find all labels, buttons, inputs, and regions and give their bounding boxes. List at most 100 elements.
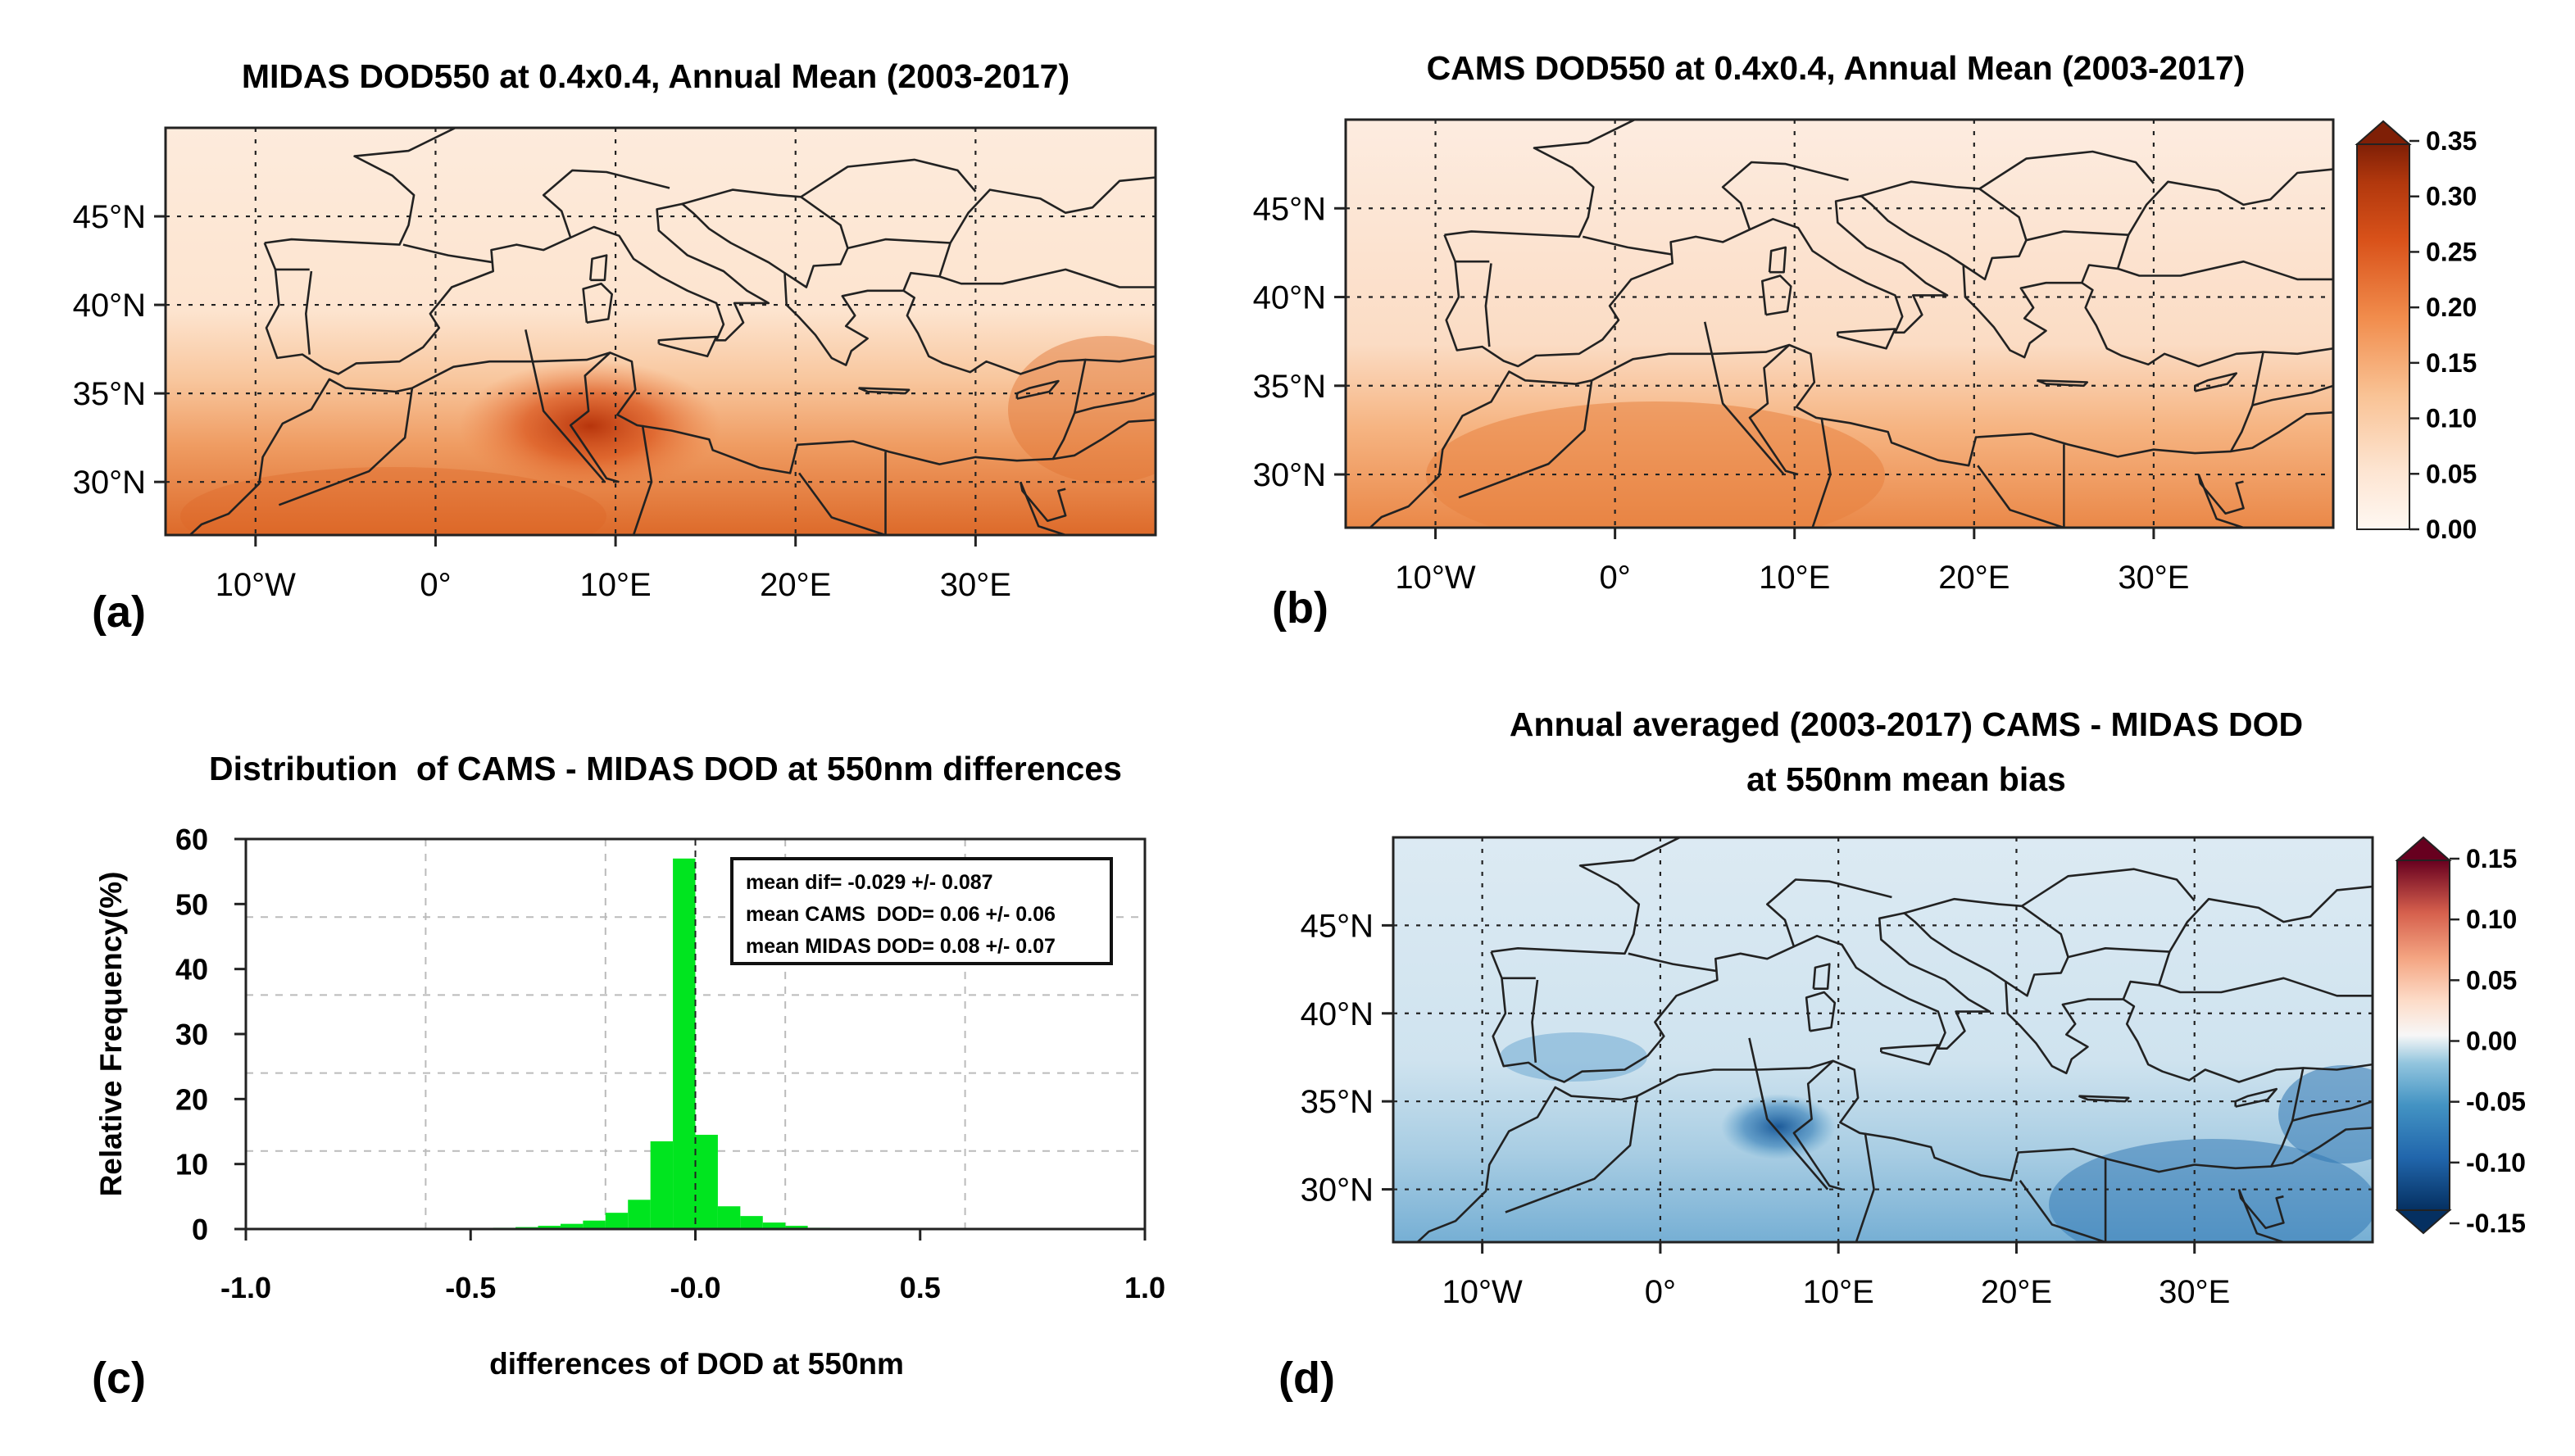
panel-b-label: (b) bbox=[1272, 583, 1328, 633]
panel-c-bar bbox=[673, 858, 696, 1229]
panel-b-coastline bbox=[1768, 246, 1787, 274]
panel-a-title: MIDAS DOD550 at 0.4x0.4, Annual Mean (20… bbox=[242, 57, 1070, 95]
panel-a-coastline bbox=[902, 271, 940, 292]
panel-d-title-line-1: Annual averaged (2003-2017) CAMS - MIDAS… bbox=[1510, 705, 2303, 743]
panel-d-coastlines bbox=[1415, 837, 2373, 1242]
panel-a-lat-label: 30°N bbox=[73, 465, 146, 501]
panel-b-coastline bbox=[1484, 263, 1492, 347]
panel-a-coastline bbox=[1020, 481, 1067, 522]
panel-d-coastline bbox=[1904, 897, 2069, 997]
panel-d-coastline bbox=[1491, 837, 1683, 955]
panel-d-colorbar-tick-label: -0.10 bbox=[2466, 1148, 2526, 1177]
panel-d-lat-labels: 45°N 40°N 35°N 30°N bbox=[1301, 908, 1393, 1209]
panel-b-coastline bbox=[1368, 194, 2264, 528]
panel-a-coastline bbox=[847, 238, 951, 250]
panel-a-sahara-band bbox=[180, 467, 606, 535]
panel-d-colorbar-tick-label: -0.05 bbox=[2466, 1087, 2526, 1117]
panel-a-lon-label: 10°E bbox=[580, 567, 652, 603]
panel-a-coastline bbox=[305, 270, 313, 355]
panel-b-graticule bbox=[1346, 120, 2333, 528]
panel-b-colorbar-tick-label: 0.15 bbox=[2426, 348, 2477, 378]
panel-b-frame bbox=[1344, 118, 2335, 529]
panel-a-coastline bbox=[542, 169, 670, 238]
panel-c-legend-box: mean dif= -0.029 +/- 0.087 mean CAMS DOD… bbox=[730, 857, 1113, 965]
panel-b-colorbar: 0.35 0.30 0.25 0.20 0.15 0.10 0.05 0.00 bbox=[2355, 120, 2477, 544]
panel-b-coastline bbox=[1978, 150, 2155, 190]
panel-c-x-ticks: -1.0 -0.5 -0.0 0.5 1.0 bbox=[220, 1229, 1165, 1304]
panel-b-coastline bbox=[2194, 372, 2237, 392]
panel-d-coastline bbox=[2019, 1180, 2106, 1242]
panel-d-lon-labels: 10°W 0° 10°E 20°E 30°E bbox=[1442, 1242, 2230, 1310]
panel-c-bar bbox=[650, 1141, 674, 1229]
panel-b-colorbar-tick-label: 0.25 bbox=[2426, 237, 2477, 266]
panel-b-coastline bbox=[1748, 344, 1799, 476]
panel-b-colorbar-tick-label: 0.30 bbox=[2426, 182, 2477, 211]
panel-b: CAMS DOD550 at 0.4x0.4, Annual Mean (200… bbox=[1253, 49, 2477, 633]
panel-c-bar bbox=[628, 1200, 651, 1229]
panel-d-lat-label: 30°N bbox=[1301, 1173, 1374, 1209]
panel-a-coastline bbox=[589, 254, 608, 282]
panel-d-colorbar-extend-bottom bbox=[2395, 1209, 2452, 1235]
panel-c-bar bbox=[583, 1220, 606, 1229]
panel-d-colorbar-tick-label: 0.00 bbox=[2466, 1027, 2517, 1056]
panel-d-colorbar-tick-label: -0.15 bbox=[2466, 1209, 2526, 1238]
panel-c-x-tick-label: -0.0 bbox=[670, 1271, 720, 1304]
panel-d-coastline bbox=[1805, 991, 1837, 1032]
panel-c-x-tick-label: 1.0 bbox=[1124, 1271, 1165, 1304]
panel-c-y-tick-label: 10 bbox=[175, 1148, 208, 1182]
panel-b-coastlines bbox=[1368, 120, 2333, 528]
panel-b-lat-label: 30°N bbox=[1253, 457, 1326, 493]
panel-d-graticule bbox=[1393, 837, 2373, 1242]
panel-a-coastline bbox=[278, 388, 414, 506]
panel-d-coastline bbox=[2234, 1087, 2278, 1108]
panel-d-frame bbox=[1392, 836, 2374, 1244]
panel-d-map bbox=[1393, 837, 2373, 1242]
panel-c-ylabel: Relative Frequency(%) bbox=[94, 872, 128, 1197]
panel-a: MIDAS DOD550 at 0.4x0.4, Annual Mean (20… bbox=[73, 57, 1157, 637]
panel-b-colorbar-extend bbox=[2355, 120, 2412, 145]
panel-b-coastline bbox=[2026, 230, 2129, 242]
panel-d-coastline bbox=[2078, 1095, 2130, 1103]
panel-b-colorbar-tick-label: 0.35 bbox=[2426, 126, 2477, 156]
panel-a-coastline bbox=[582, 282, 613, 324]
panel-a-coastline bbox=[858, 387, 911, 395]
panel-c-bar bbox=[695, 1134, 718, 1229]
panel-d-colorbar-tick-label: 0.15 bbox=[2466, 844, 2517, 873]
panel-b-coastline bbox=[2117, 260, 2333, 281]
panel-a-coastline bbox=[682, 188, 849, 288]
panel-b-coastline bbox=[1977, 465, 2064, 528]
panel-d-cool-spot-iberia bbox=[1500, 1032, 1647, 1082]
panel-a-coastline bbox=[938, 268, 1156, 288]
panel-b-coastline bbox=[2263, 347, 2333, 356]
panel-b-coastline bbox=[2252, 384, 2333, 406]
panel-c-legend-line-1: mean dif= -0.029 +/- 0.087 bbox=[746, 871, 993, 894]
panel-b-coastline bbox=[1721, 161, 1849, 230]
panel-c-x-tick-label: 0.5 bbox=[900, 1271, 941, 1304]
panel-a-coastline bbox=[657, 335, 718, 358]
panel-b-coastline bbox=[1458, 380, 1593, 499]
panel-c-legend-line-2: mean CAMS DOD= 0.06 +/- 0.06 bbox=[746, 903, 1056, 926]
panel-a-coastline bbox=[188, 202, 1087, 535]
panel-a-coastline bbox=[1074, 392, 1156, 415]
panel-c-bar bbox=[560, 1223, 584, 1229]
panel-a-lon-label: 20°E bbox=[760, 567, 831, 603]
panel-c-y-tick-label: 0 bbox=[192, 1213, 208, 1246]
panel-a-coastline bbox=[1085, 355, 1156, 363]
panel-a-lon-label: 10°W bbox=[216, 567, 296, 603]
panel-b-lon-label: 30°E bbox=[2118, 560, 2189, 596]
panel-c-bar bbox=[717, 1206, 741, 1229]
panel-a-lat-label: 45°N bbox=[73, 199, 146, 235]
panel-a-coastline bbox=[264, 128, 458, 246]
panel-b-colorbar-tick-label: 0.10 bbox=[2426, 404, 2477, 433]
panel-a-coastline bbox=[1020, 481, 1066, 535]
panel-d-colorbar-extend-top bbox=[2395, 836, 2452, 861]
panel-a-lat-label: 35°N bbox=[73, 376, 146, 412]
panel-d-colorbar: 0.15 0.10 0.05 0.00 -0.05 -0.10 -0.15 bbox=[2395, 836, 2526, 1238]
panel-b-title: CAMS DOD550 at 0.4x0.4, Annual Mean (200… bbox=[1427, 49, 2246, 87]
panel-d-coastline bbox=[2158, 977, 2373, 997]
panel-d-label: (d) bbox=[1278, 1354, 1335, 1403]
panel-b-lat-labels: 45°N 40°N 35°N 30°N bbox=[1253, 191, 1346, 493]
panel-d-coastline bbox=[2068, 947, 2170, 959]
panel-c-xlabel: differences of DOD at 550nm bbox=[489, 1347, 904, 1381]
